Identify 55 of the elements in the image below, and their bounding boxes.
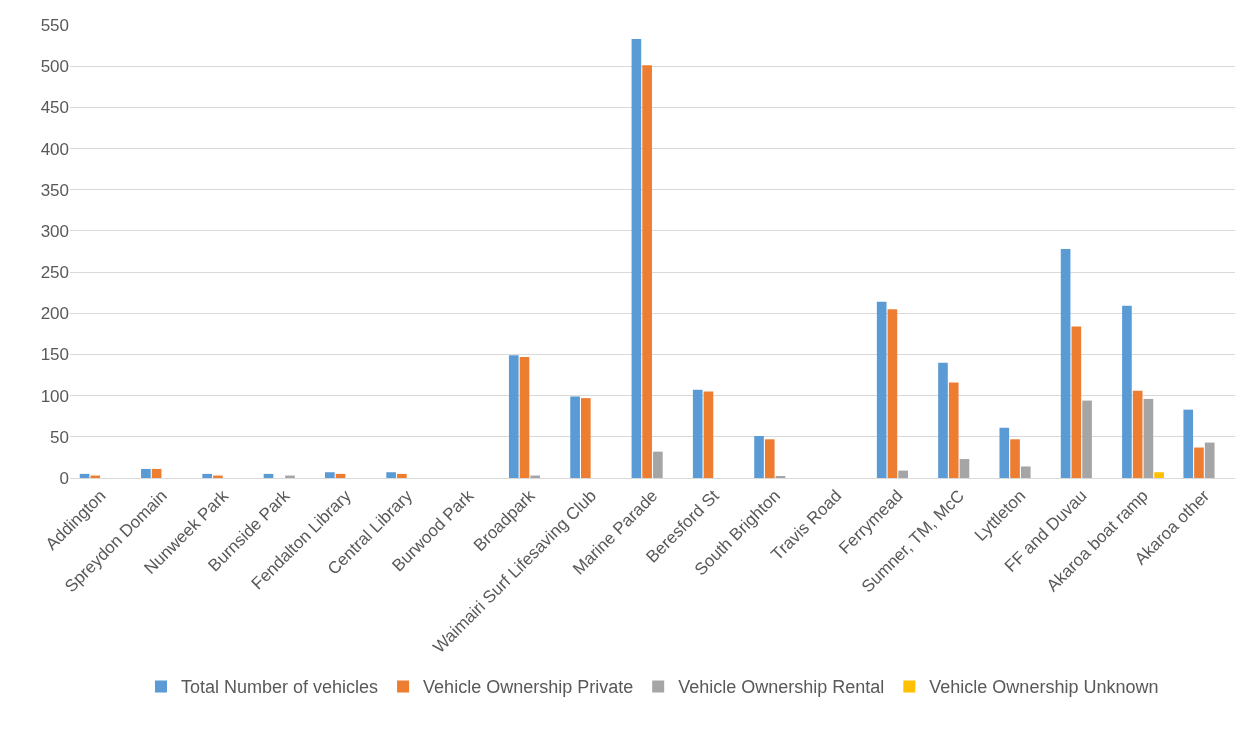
bar — [386, 472, 396, 478]
bar — [959, 459, 970, 478]
legend-label: Vehicle Ownership Private — [423, 677, 634, 698]
bar — [1132, 390, 1143, 478]
bar — [580, 398, 591, 478]
bar — [263, 473, 274, 478]
bar — [642, 65, 652, 478]
legend-label: Total Number of vehicles — [181, 677, 379, 698]
bar — [898, 470, 908, 478]
bar — [202, 473, 213, 478]
bar — [887, 309, 898, 478]
y-tick-label: 0 — [59, 468, 69, 488]
y-tick-label: 250 — [40, 263, 69, 283]
bar — [1154, 472, 1164, 478]
y-tick-label: 450 — [40, 98, 69, 118]
y-tick-label: 200 — [40, 304, 69, 324]
bar — [1143, 398, 1154, 478]
y-tick-label: 350 — [40, 180, 69, 200]
bar — [1183, 409, 1194, 478]
bar — [703, 391, 714, 478]
y-tick-label: 400 — [40, 139, 69, 159]
y-tick-label: 150 — [40, 345, 69, 365]
bar — [335, 473, 346, 478]
y-tick-label: 500 — [40, 57, 69, 77]
bar — [325, 472, 335, 478]
y-tick-label: 50 — [50, 427, 69, 447]
bar — [938, 362, 948, 478]
y-tick-label: 100 — [40, 386, 69, 406]
bar — [764, 439, 775, 478]
bar — [1082, 400, 1092, 478]
bar — [79, 473, 90, 478]
bar — [1060, 249, 1071, 478]
bar — [570, 396, 580, 478]
bar — [1122, 305, 1132, 478]
bar — [141, 468, 151, 478]
y-tick-label: 300 — [40, 221, 69, 241]
bar — [1071, 326, 1082, 478]
bar — [999, 427, 1010, 478]
legend-label: Vehicle Ownership Rental — [678, 677, 885, 698]
bar — [1194, 447, 1204, 478]
bar — [1020, 466, 1031, 478]
bar — [948, 382, 959, 478]
bar — [754, 435, 764, 478]
bar — [692, 389, 703, 478]
bar — [508, 355, 519, 478]
bar — [876, 301, 887, 478]
bar — [1010, 439, 1020, 478]
bar — [631, 39, 642, 478]
bar — [397, 473, 407, 478]
legend-label: Vehicle Ownership Unknown — [929, 677, 1159, 698]
bar — [653, 451, 663, 478]
bar — [1204, 442, 1215, 478]
bar — [151, 468, 162, 478]
bar — [519, 356, 530, 478]
y-tick-label: 550 — [40, 15, 69, 35]
